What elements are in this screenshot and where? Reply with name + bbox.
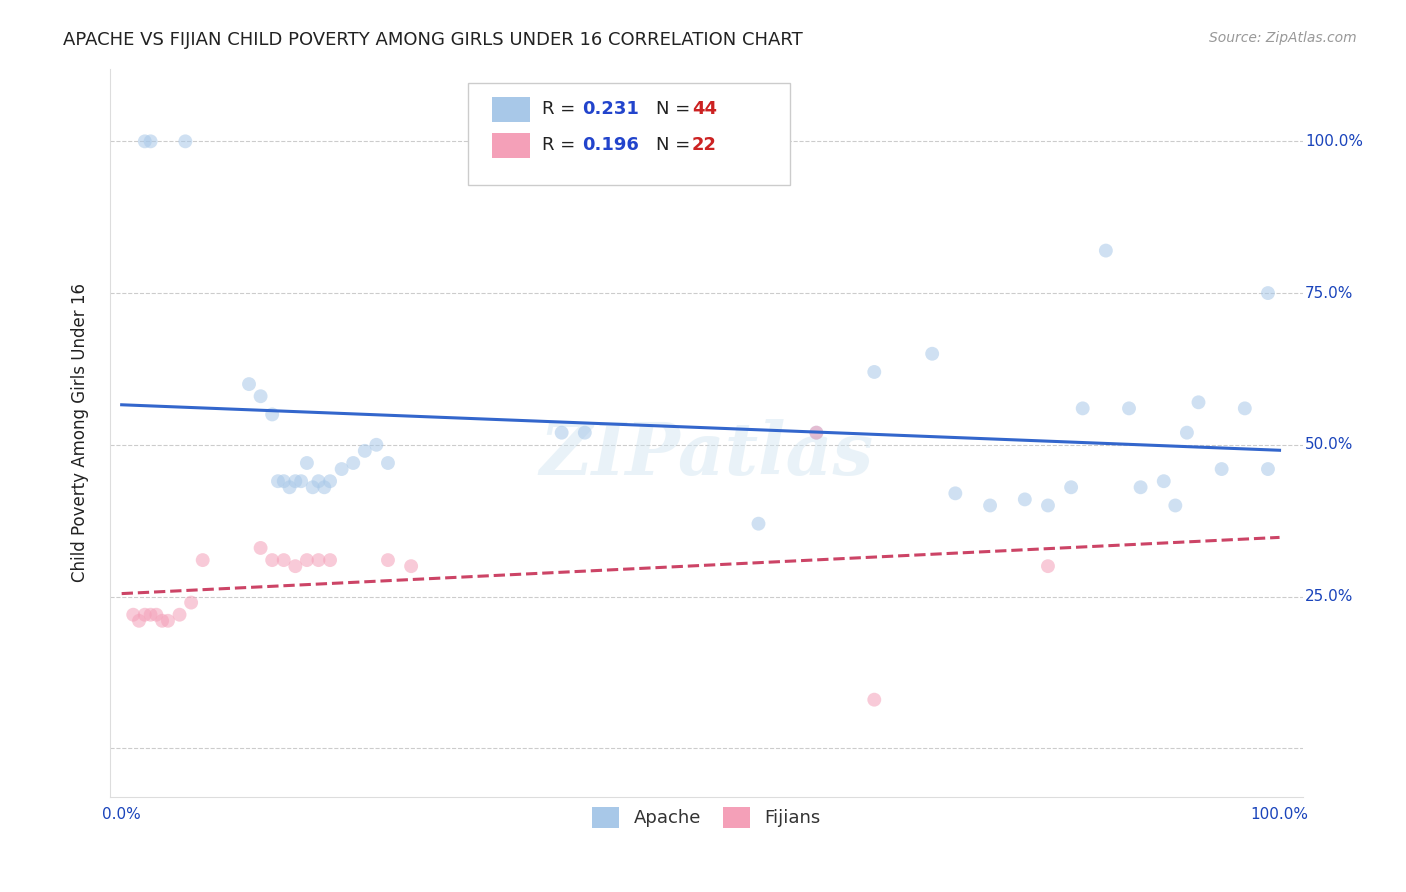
Point <box>139 134 162 148</box>
Point <box>863 365 886 379</box>
Point <box>1153 474 1175 488</box>
Text: 50.0%: 50.0% <box>1305 437 1354 452</box>
Text: 44: 44 <box>692 100 717 118</box>
Point <box>267 474 290 488</box>
Point <box>399 559 422 574</box>
Point <box>1129 480 1152 494</box>
Point <box>1187 395 1209 409</box>
Point <box>1257 286 1279 301</box>
Text: 25.0%: 25.0% <box>1305 589 1354 604</box>
Point <box>238 377 260 392</box>
Point <box>290 474 312 488</box>
Point <box>921 347 943 361</box>
Point <box>273 474 295 488</box>
Point <box>550 425 572 440</box>
Legend: Apache, Fijians: Apache, Fijians <box>585 800 828 835</box>
Point <box>1036 559 1059 574</box>
Point <box>249 541 271 555</box>
Point <box>1257 462 1279 476</box>
FancyBboxPatch shape <box>492 97 530 121</box>
FancyBboxPatch shape <box>468 83 790 185</box>
Y-axis label: Child Poverty Among Girls Under 16: Child Poverty Among Girls Under 16 <box>72 283 89 582</box>
Point <box>319 474 342 488</box>
Point <box>747 516 769 531</box>
Text: R =: R = <box>541 136 581 154</box>
Point <box>308 474 330 488</box>
Point <box>295 456 318 470</box>
Text: R =: R = <box>541 100 581 118</box>
Point <box>574 425 596 440</box>
Point <box>262 408 284 422</box>
Point <box>150 614 173 628</box>
Point <box>128 614 150 628</box>
Point <box>191 553 214 567</box>
Point <box>979 499 1001 513</box>
Point <box>1036 499 1059 513</box>
Text: 75.0%: 75.0% <box>1305 285 1354 301</box>
Point <box>134 134 156 148</box>
Point <box>284 474 307 488</box>
Text: 100.0%: 100.0% <box>1305 134 1362 149</box>
Point <box>377 553 399 567</box>
Point <box>295 553 318 567</box>
Text: N =: N = <box>657 100 696 118</box>
Point <box>262 553 284 567</box>
Point <box>134 607 156 622</box>
Point <box>806 425 828 440</box>
Point <box>353 443 375 458</box>
Point <box>169 607 191 622</box>
Point <box>342 456 364 470</box>
Point <box>1233 401 1256 416</box>
Point <box>139 607 162 622</box>
Point <box>249 389 271 403</box>
Point <box>314 480 336 494</box>
Point <box>806 425 828 440</box>
Point <box>284 559 307 574</box>
Point <box>278 480 301 494</box>
Text: 0.196: 0.196 <box>582 136 640 154</box>
Point <box>1164 499 1187 513</box>
Point <box>943 486 966 500</box>
Point <box>863 692 886 706</box>
Point <box>180 596 202 610</box>
Text: Source: ZipAtlas.com: Source: ZipAtlas.com <box>1209 31 1357 45</box>
Point <box>377 456 399 470</box>
Text: 0.231: 0.231 <box>582 100 640 118</box>
Point <box>330 462 353 476</box>
Point <box>1175 425 1198 440</box>
Point <box>1118 401 1140 416</box>
Text: ZIPatlas: ZIPatlas <box>540 419 873 490</box>
Point <box>301 480 323 494</box>
Point <box>273 553 295 567</box>
Text: APACHE VS FIJIAN CHILD POVERTY AMONG GIRLS UNDER 16 CORRELATION CHART: APACHE VS FIJIAN CHILD POVERTY AMONG GIR… <box>63 31 803 49</box>
Point <box>122 607 145 622</box>
FancyBboxPatch shape <box>492 133 530 158</box>
Point <box>156 614 179 628</box>
Point <box>366 438 388 452</box>
Point <box>308 553 330 567</box>
Point <box>1095 244 1118 258</box>
Point <box>1060 480 1083 494</box>
Point <box>1211 462 1233 476</box>
Text: 22: 22 <box>692 136 717 154</box>
Point <box>1071 401 1094 416</box>
Point <box>1014 492 1036 507</box>
Point <box>319 553 342 567</box>
Point <box>145 607 167 622</box>
Text: N =: N = <box>657 136 696 154</box>
Point <box>174 134 197 148</box>
